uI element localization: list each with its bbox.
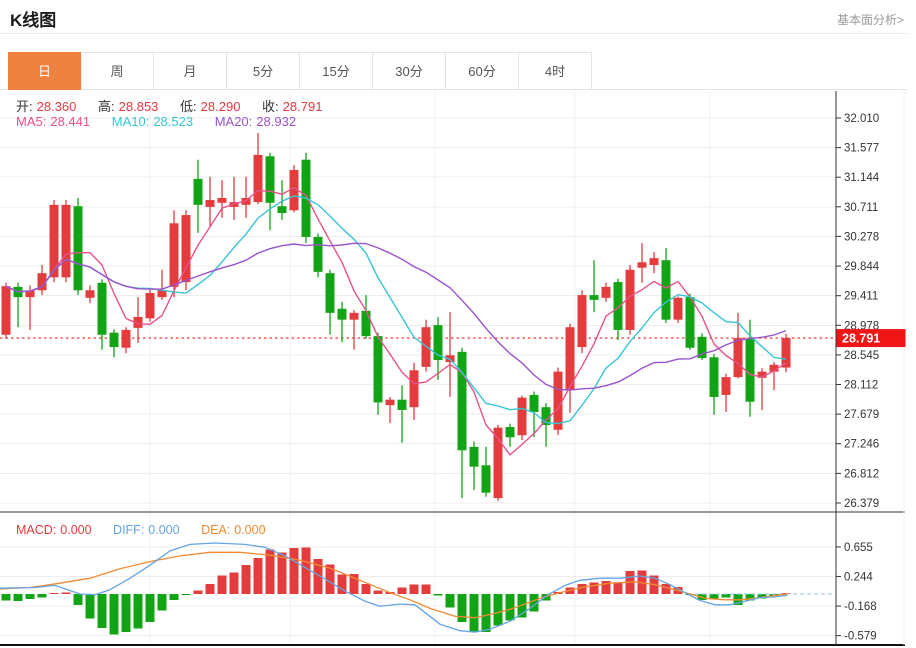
svg-text:26.812: 26.812: [844, 468, 879, 480]
tab-month[interactable]: 月: [154, 52, 227, 90]
last-price-badge-text: 28.791: [842, 332, 880, 346]
svg-text:29.411: 29.411: [844, 291, 878, 303]
period-tab-bar: 日 周 月 5分 15分 30分 60分 4时: [0, 52, 908, 90]
svg-text:32.010: 32.010: [844, 113, 879, 125]
svg-text:29.844: 29.844: [844, 261, 880, 273]
tab-15min[interactable]: 15分: [300, 52, 373, 90]
ma20-line: [5, 242, 787, 391]
svg-text:0.655: 0.655: [844, 542, 873, 554]
svg-text:26.379: 26.379: [844, 498, 879, 510]
fundamental-analysis-link[interactable]: 基本面分析>: [836, 13, 904, 27]
last-price-badge: [836, 329, 906, 348]
page-title: K线图: [10, 11, 57, 30]
page-header: K线图 基本面分析>: [0, 0, 908, 34]
tab-week[interactable]: 周: [81, 52, 154, 90]
grid-layer: [0, 91, 836, 645]
svg-text:28.112: 28.112: [844, 380, 878, 392]
tab-5min[interactable]: 5分: [227, 52, 300, 90]
tab-60min[interactable]: 60分: [446, 52, 519, 90]
svg-text:30.711: 30.711: [844, 202, 878, 214]
dea-line: [0, 551, 788, 619]
svg-text:30.278: 30.278: [844, 231, 879, 243]
svg-text:31.577: 31.577: [844, 143, 879, 155]
svg-text:27.246: 27.246: [844, 439, 879, 451]
diff-line: [0, 542, 788, 633]
tab-30min[interactable]: 30分: [373, 52, 446, 90]
frame-layer: [0, 91, 905, 646]
svg-text:-0.579: -0.579: [844, 631, 877, 643]
tab-4hour[interactable]: 4时: [519, 52, 592, 90]
svg-text:27.679: 27.679: [844, 409, 879, 421]
tab-day[interactable]: 日: [8, 52, 81, 90]
svg-text:-0.168: -0.168: [844, 601, 877, 613]
ma5-line: [5, 186, 787, 456]
kline-chart[interactable]: 32.010 31.577 31.144 30.711 30.278 29.844 29.4…: [0, 91, 916, 648]
svg-text:28.545: 28.545: [844, 350, 879, 362]
candles-layer: [1, 133, 791, 501]
macd-hist-layer: [1, 547, 791, 635]
svg-text:31.144: 31.144: [844, 172, 880, 184]
chart-area[interactable]: 32.010 31.577 31.144 30.711 30.278 29.844 29.4…: [0, 91, 916, 648]
svg-text:0.244: 0.244: [844, 571, 873, 583]
axis-labels: 32.010 31.577 31.144 30.711 30.278 29.844 29.4…: [836, 113, 880, 643]
